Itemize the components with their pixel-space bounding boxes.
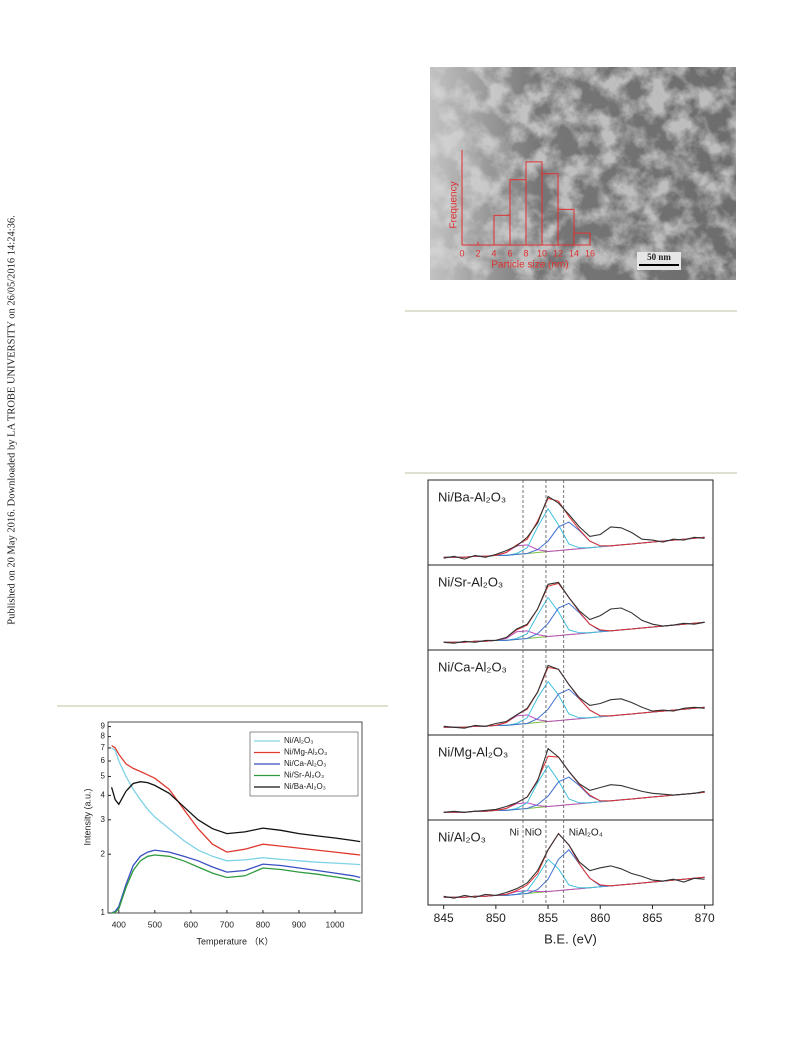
x-tick-label: 800 — [256, 919, 270, 929]
reference-label: NiAl₂O₄ — [569, 828, 603, 839]
spectrum-line — [443, 688, 705, 728]
y-tick-label: 8 — [101, 732, 106, 741]
x-tick-label: 4 — [491, 248, 496, 258]
spectrum-line — [443, 507, 705, 558]
histogram-bar — [557, 208, 575, 246]
data-line — [111, 854, 361, 914]
x-tick-label: 700 — [220, 919, 234, 929]
legend-label: Ni/Ca-Al₂O₃ — [284, 759, 326, 768]
side-note: Published on 20 May 2016. Downloaded by … — [6, 215, 17, 625]
spectrum-line — [443, 791, 705, 813]
spectrum-line — [443, 495, 705, 560]
tem-image: 50 nm — [430, 67, 736, 280]
spectrum-line — [443, 849, 705, 898]
x-tick-label: 870 — [695, 911, 715, 925]
x-tick-label: 855 — [538, 911, 558, 925]
spectrum-line — [443, 581, 705, 644]
y-axis-label: Intensity (a.u.) — [82, 788, 92, 845]
x-tick-label: 1000 — [326, 919, 345, 929]
x-tick-label: 500 — [148, 919, 162, 929]
spectrum-line — [443, 582, 705, 643]
y-tick-label: 3 — [101, 815, 106, 824]
spectrum-line — [443, 536, 705, 558]
legend-label: Ni/Mg-Al₂O₃ — [284, 748, 327, 757]
x-tick-label: 900 — [292, 919, 306, 929]
data-line — [111, 744, 361, 856]
spectrum-line — [443, 764, 705, 813]
data-line — [111, 747, 361, 866]
x-tick-label: 0 — [459, 248, 464, 258]
spectrum-line — [443, 497, 705, 558]
legend-label: Ni/Ba-Al₂O₃ — [284, 782, 326, 791]
spectrum-line — [443, 621, 705, 643]
data-line — [111, 849, 361, 914]
x-tick-label: 10 — [537, 248, 547, 258]
y-tick-label: 7 — [101, 743, 106, 752]
panel-label: Ni/Ca-Al₂O₃ — [438, 659, 507, 674]
spectrum-line — [443, 521, 705, 558]
reference-label: NiO — [525, 828, 542, 839]
y-tick-label: 4 — [101, 790, 106, 799]
panel-label: Ni/Mg-Al₂O₃ — [438, 744, 508, 759]
y-tick-label: 2 — [101, 849, 106, 858]
panel-label: Ni/Al₂O₃ — [438, 829, 486, 844]
panel-label: Ni/Sr-Al₂O₃ — [438, 574, 503, 589]
reference-label: Ni — [510, 828, 519, 839]
legend-label: Ni/Al₂O₃ — [284, 736, 313, 745]
spectrum-line — [443, 680, 705, 728]
spectrum-line — [443, 666, 705, 728]
spectrum-line — [443, 621, 705, 643]
panel-frame — [427, 819, 714, 906]
panel-label: Ni/Ba-Al₂O₃ — [438, 489, 506, 504]
x-tick-label: 2 — [475, 248, 480, 258]
y-tick-label: 9 — [101, 722, 106, 731]
spectrum-line — [443, 602, 705, 643]
x-tick-label: 400 — [112, 919, 126, 929]
x-tick-label: 865 — [642, 911, 662, 925]
x-tick-label: 14 — [569, 248, 579, 258]
spectrum-line — [443, 536, 705, 558]
y-tick-label: 6 — [101, 756, 106, 765]
x-tick-label: 12 — [553, 248, 563, 258]
spectrum-line — [443, 791, 705, 813]
legend-label: Ni/Sr-Al₂O₃ — [284, 771, 324, 780]
scale-bar-label: 50 nm — [647, 252, 671, 262]
y-tick-label: 5 — [101, 772, 106, 781]
spectrum-line — [443, 858, 705, 898]
x-tick-label: 6 — [507, 248, 512, 258]
spectrum-line — [443, 832, 705, 899]
spectrum-line — [443, 747, 705, 813]
x-tick-label: 8 — [523, 248, 528, 258]
x-tick-label: 16 — [585, 248, 595, 258]
x-tick-label: 850 — [486, 911, 506, 925]
data-line — [110, 781, 361, 843]
x-tick-label: 600 — [184, 919, 198, 929]
x-tick-label: 860 — [590, 911, 610, 925]
plot-frame — [107, 721, 363, 914]
y-axis-label: Frequency — [449, 181, 460, 228]
histogram-bar — [573, 232, 591, 246]
x-axis-label: Temperature （K） — [196, 936, 273, 946]
x-tick-label: 845 — [434, 911, 454, 925]
spectrum-line — [443, 664, 705, 729]
x-axis-label: Particle size (nm) — [491, 260, 568, 271]
x-axis-label: B.E. (eV) — [544, 931, 597, 946]
y-tick-label: 1 — [101, 908, 106, 917]
